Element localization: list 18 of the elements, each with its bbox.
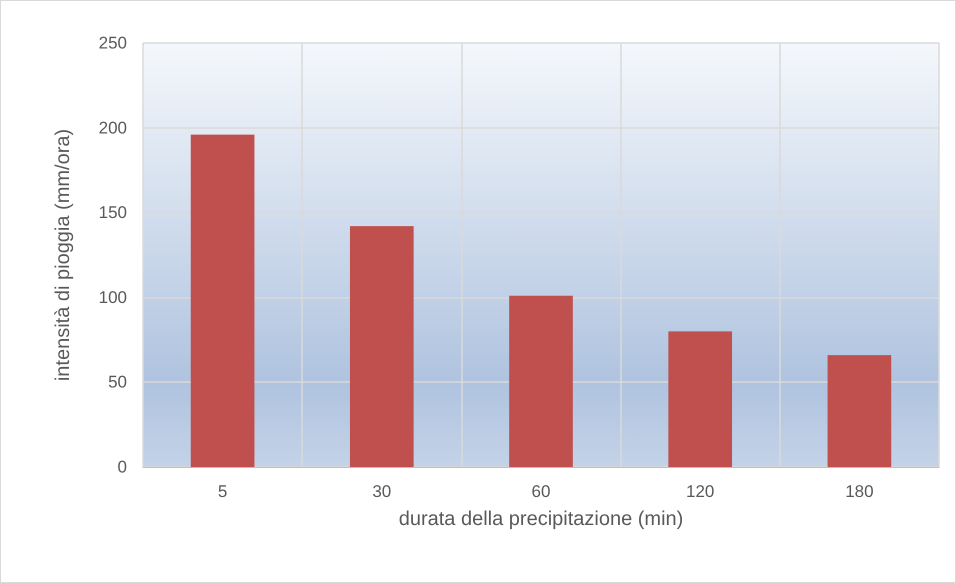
bar [828,355,892,467]
y-axis-title: intensità di pioggia (mm/ora) [52,128,74,382]
x-tick-label: 120 [686,482,714,501]
y-tick-label: 50 [108,372,127,392]
x-tick-label: 60 [532,482,550,501]
y-tick-label: 250 [98,34,127,52]
bar [509,296,573,467]
y-tick-label: 150 [98,203,127,222]
bar [190,134,254,467]
bar [668,331,732,467]
x-tick-label: 5 [218,482,228,501]
x-tick-label: 30 [372,482,392,501]
bar [350,226,414,467]
y-tick-label: 100 [98,288,127,307]
x-axis-title: durata della precipitazione (min) [398,508,684,530]
y-tick-label: 0 [118,458,127,476]
y-tick-label: 200 [98,118,127,138]
x-tick-label: 180 [845,482,874,501]
